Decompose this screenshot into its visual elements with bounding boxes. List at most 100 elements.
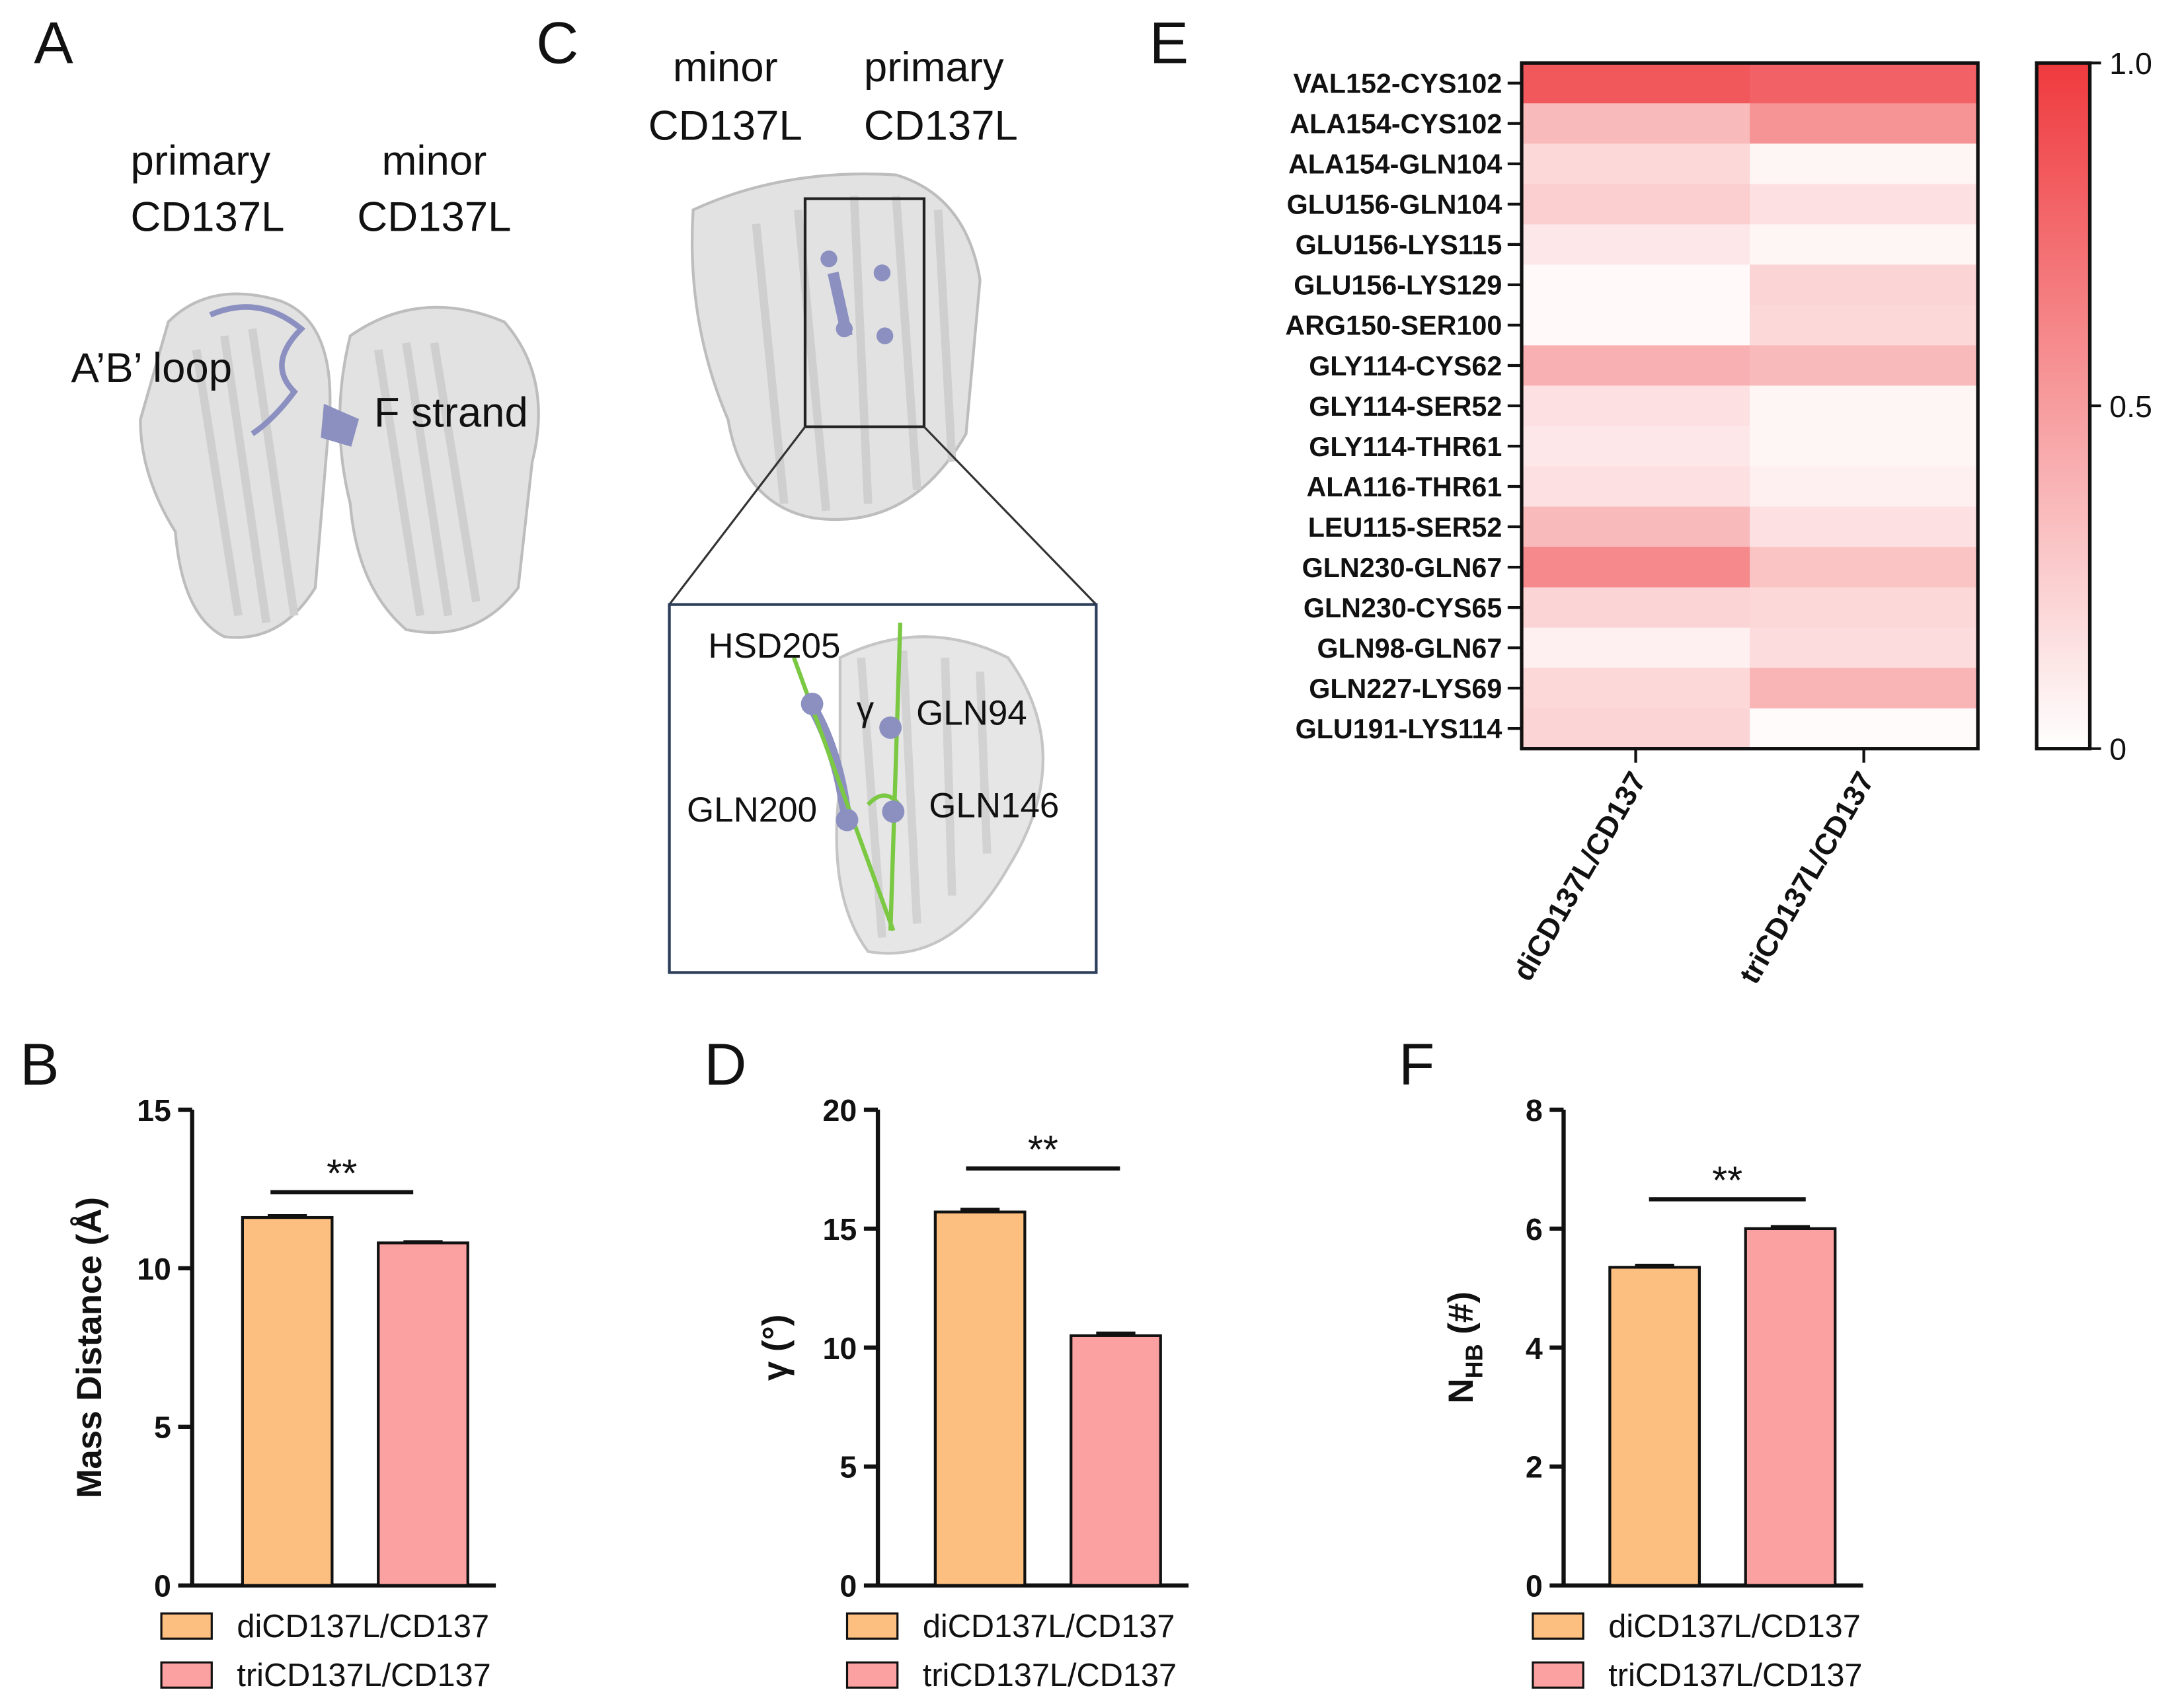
heatmap-cell — [1750, 506, 1979, 548]
protein-structure-a — [139, 292, 540, 639]
bar — [933, 1210, 1027, 1587]
heatmap-cell — [1521, 587, 1751, 629]
legend-label: diCD137L/CD137 — [1608, 1609, 1861, 1644]
colorbar — [2035, 61, 2092, 751]
heatmap-cell — [1750, 264, 1979, 306]
bar — [1608, 1266, 1701, 1587]
row-label: GLN230-GLN67 — [1302, 553, 1502, 583]
y-tick-label: 5 — [839, 1450, 857, 1484]
panel-letter: B — [20, 1032, 59, 1097]
row-label: VAL152-CYS102 — [1294, 69, 1502, 99]
heatmap-cell — [1521, 466, 1751, 508]
heatmap-cell — [1521, 63, 1751, 104]
structure-label: GLN94 — [916, 694, 1027, 733]
structure-label: CD137L — [648, 103, 802, 149]
legend-swatch — [845, 1612, 899, 1640]
y-tick-label: 0 — [839, 1569, 857, 1603]
structure-label: GLN146 — [929, 786, 1059, 825]
zoom-box — [803, 197, 926, 428]
panel-letter: E — [1150, 10, 1189, 75]
legend-label: triCD137L/CD137 — [923, 1658, 1177, 1693]
structure-label: primary — [131, 138, 271, 184]
heatmap-cell — [1521, 264, 1751, 306]
inset-structure — [792, 623, 1044, 955]
y-axis-label: NHB (#) — [1442, 1291, 1488, 1404]
bar — [1070, 1334, 1162, 1587]
bar — [1744, 1227, 1837, 1587]
legend-swatch — [160, 1661, 213, 1689]
legend-swatch — [160, 1612, 213, 1640]
y-tick-label: 15 — [137, 1093, 171, 1128]
error-bar — [1635, 1264, 1674, 1268]
legend-swatch — [845, 1661, 899, 1689]
heatmap-cell — [1750, 305, 1979, 346]
heatmap-cell — [1521, 184, 1751, 225]
heatmap-cell — [1750, 668, 1979, 709]
row-label: ALA154-GLN104 — [1288, 149, 1502, 180]
structure-label: minor — [382, 138, 487, 184]
colorbar-tick-label: 1.0 — [2109, 46, 2152, 81]
heatmap-cell — [1750, 345, 1979, 387]
structure-label: primary — [864, 44, 1004, 91]
x-tick-label: triCD137L/CD137 — [1733, 767, 1881, 989]
error-bar — [403, 1240, 443, 1244]
heatmap-cell — [1750, 63, 1979, 104]
heatmap-cell — [1750, 385, 1979, 427]
y-tick-label: 4 — [1526, 1331, 1543, 1366]
heatmap-cell — [1750, 184, 1979, 225]
legend-label: diCD137L/CD137 — [237, 1609, 489, 1644]
structure-label: CD137L — [864, 103, 1018, 149]
error-bar — [267, 1214, 307, 1218]
heatmap-cell — [1521, 385, 1751, 427]
row-label: ALA116-THR61 — [1306, 472, 1502, 502]
protein-structure-c — [690, 173, 982, 521]
y-tick-label: 15 — [823, 1212, 857, 1247]
y-tick-label: 8 — [1526, 1093, 1543, 1128]
legend-label: diCD137L/CD137 — [923, 1609, 1175, 1644]
structure-label: γ — [857, 689, 875, 728]
row-label: GLN230-CYS65 — [1304, 593, 1502, 623]
row-label: GLN227-LYS69 — [1309, 674, 1502, 704]
heatmap-cell — [1750, 587, 1979, 629]
legend-label: triCD137L/CD137 — [1608, 1658, 1862, 1693]
y-tick-label: 20 — [823, 1093, 857, 1128]
row-label: ARG150-SER100 — [1285, 311, 1502, 341]
heatmap-cell — [1750, 103, 1979, 145]
heatmap-cell — [1521, 506, 1751, 548]
y-tick-label: 10 — [823, 1331, 857, 1366]
significance-label: ** — [327, 1151, 357, 1195]
row-label: ALA154-CYS102 — [1290, 109, 1502, 139]
y-tick-label: 6 — [1526, 1212, 1543, 1247]
legend-swatch — [1532, 1612, 1584, 1640]
heatmap-cell — [1750, 547, 1979, 588]
row-label: GLU156-LYS115 — [1296, 230, 1502, 260]
heatmap-cell — [1521, 627, 1751, 669]
legend-swatch — [1532, 1661, 1584, 1689]
row-label: GLU156-GLN104 — [1287, 190, 1502, 220]
structure-label: A’B’ loop — [71, 345, 232, 391]
heatmap-cell — [1521, 103, 1751, 145]
heatmap-cell — [1521, 305, 1751, 346]
y-tick-label: 0 — [1526, 1569, 1543, 1603]
panel-letter: D — [704, 1032, 746, 1097]
legend-label: triCD137L/CD137 — [237, 1658, 490, 1693]
structure-label: minor — [673, 44, 778, 91]
panel-letter: A — [34, 10, 73, 75]
heatmap-cell — [1521, 708, 1751, 750]
heatmap-cell — [1521, 547, 1751, 588]
error-bar — [1096, 1331, 1136, 1336]
row-label: GLY114-SER52 — [1309, 391, 1502, 422]
row-label: GLU156-LYS129 — [1294, 270, 1502, 301]
error-bar — [960, 1208, 1000, 1212]
heatmap-cell — [1750, 466, 1979, 508]
row-label: GLY114-THR61 — [1309, 432, 1502, 462]
significance-label: ** — [1028, 1127, 1058, 1171]
heatmap-cell — [1750, 224, 1979, 266]
x-tick-label: diCD137L/CD137 — [1507, 767, 1653, 987]
heatmap-cell — [1521, 668, 1751, 709]
structure-label: CD137L — [357, 194, 511, 240]
structure-label: GLN200 — [687, 790, 817, 829]
zoom-lines — [668, 426, 1097, 605]
heatmap-cell — [1750, 708, 1979, 750]
